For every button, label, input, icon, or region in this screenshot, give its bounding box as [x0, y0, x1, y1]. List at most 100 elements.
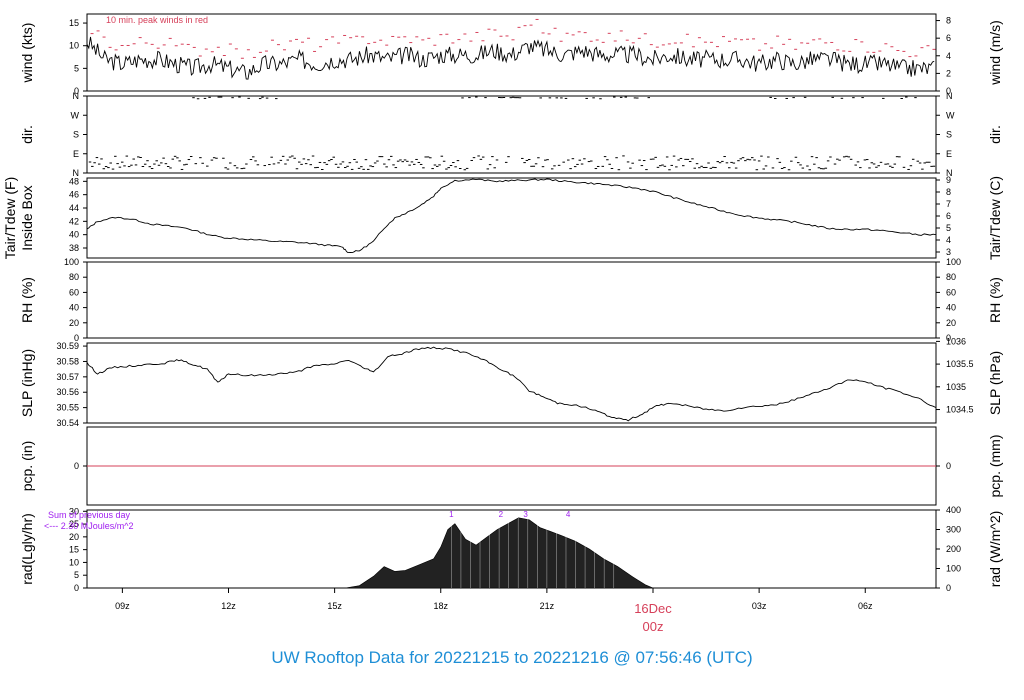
- dir-ylabel-left: dir.: [19, 125, 35, 144]
- radiation-tick-label-left: 20: [69, 532, 79, 542]
- temperature-ylabel-left-2: Inside Box: [19, 185, 35, 250]
- dir-tick-label-left: N: [73, 168, 80, 178]
- wind-annotation: 10 min. peak winds in red: [106, 15, 208, 25]
- radiation-tick-label-left: 15: [69, 545, 79, 555]
- dir-ylabel-right: dir.: [987, 125, 1003, 144]
- dir-panel-frame: [86, 95, 937, 174]
- temperature-tick-label-right: 8: [946, 187, 951, 197]
- x-tick-label: 18z: [433, 601, 448, 611]
- dir-tick-label-right: S: [946, 130, 952, 140]
- title-to-word: to: [514, 648, 529, 667]
- temperature-tick-label-right: 5: [946, 223, 951, 233]
- radiation-ylabel-right: rad (W/m^2): [987, 511, 1003, 588]
- rh-ylabel-left: RH (%): [19, 277, 35, 323]
- radiation-tick-label-right: 100: [946, 564, 961, 574]
- x-tick-label: 12z: [221, 601, 236, 611]
- radiation-tick-label-right: 200: [946, 544, 961, 554]
- radiation-peak-label: 1: [449, 510, 454, 519]
- rh-tick-label-right: 40: [946, 303, 956, 313]
- temperature-line: [86, 178, 937, 254]
- pressure-tick-label-left: 30.58: [56, 356, 79, 366]
- pressure-panel-frame: [86, 342, 937, 424]
- x-tick-label: 00z: [643, 619, 664, 634]
- temperature-tick-label-left: 44: [69, 203, 79, 213]
- radiation-note-line-1: Sum of previous day: [48, 510, 131, 520]
- title-start-date: 20221215: [433, 648, 510, 667]
- title-end-date: 20221216 @ 07:56:46: [533, 648, 702, 667]
- precip-ylabel-left: pcp. (in): [19, 441, 35, 492]
- wind-ylabel-left: wind (kts): [19, 23, 35, 84]
- dir-tick-label-left: E: [73, 149, 79, 159]
- wind-tick-label-left: 10: [69, 41, 79, 51]
- dir-tick-label-left: N: [73, 91, 80, 101]
- radiation-ylabel-left: rad(Lgly/hr): [19, 513, 35, 585]
- temperature-tick-label-left: 48: [69, 176, 79, 186]
- x-date-label: 16Dec: [634, 601, 672, 616]
- temperature-tick-label-left: 40: [69, 230, 79, 240]
- rh-tick-label-right: 60: [946, 287, 956, 297]
- rh-tick-label-left: 60: [69, 287, 79, 297]
- temperature-tick-label-right: 9: [946, 175, 951, 185]
- wind-ylabel-right: wind (m/s): [987, 20, 1003, 86]
- page-title: UW Rooftop Data for 20221215 to 20221216…: [0, 648, 1024, 668]
- radiation-tick-label-left: 0: [74, 583, 79, 593]
- x-tick-label: 06z: [858, 601, 873, 611]
- temperature-panel-frame: [86, 177, 937, 259]
- temperature-ylabel-right: Tair/Tdew (C): [987, 176, 1003, 260]
- pressure-ylabel-right: SLP (hPa): [987, 351, 1003, 415]
- temperature-tick-label-left: 46: [69, 190, 79, 200]
- rh-panel-frame: [86, 261, 937, 339]
- x-tick-label: 03z: [752, 601, 767, 611]
- wind-tick-label-right: 0: [946, 86, 951, 96]
- dir-tick-label-left: S: [73, 130, 79, 140]
- wind-tick-label-left: 0: [74, 86, 79, 96]
- radiation-tick-label-left: 10: [69, 557, 79, 567]
- precip-tick-label-right: 0: [946, 461, 951, 471]
- temperature-tick-label-left: 38: [69, 243, 79, 253]
- temperature-tick-label-right: 7: [946, 199, 951, 209]
- rh-tick-label-left: 80: [69, 272, 79, 282]
- radiation-tick-label-left: 30: [69, 506, 79, 516]
- pressure-tick-label-left: 30.57: [56, 372, 79, 382]
- pressure-tick-label-left: 30.56: [56, 387, 79, 397]
- radiation-note-line-2: <--- 2.30 MJoules/m^2: [44, 521, 134, 531]
- wind-panel-frame: [86, 13, 937, 92]
- wind-tick-label-right: 6: [946, 33, 951, 43]
- pressure-ylabel-left: SLP (inHg): [19, 349, 35, 417]
- pressure-tick-label-left: 30.55: [56, 403, 79, 413]
- pressure-tick-label-right: 1035.5: [946, 359, 974, 369]
- radiation-tick-label-left: 5: [74, 570, 79, 580]
- rh-ylabel-right: RH (%): [987, 277, 1003, 323]
- x-tick-label: 21z: [540, 601, 555, 611]
- rh-tick-label-right: 100: [946, 257, 961, 267]
- radiation-tick-label-right: 0: [946, 583, 951, 593]
- wind-speed-line: [86, 36, 935, 80]
- radiation-peak-label: 2: [499, 510, 504, 519]
- rh-tick-label-right: 80: [946, 272, 956, 282]
- pressure-line: [86, 346, 937, 422]
- radiation-tick-label-right: 400: [946, 505, 961, 515]
- x-tick-label: 15z: [327, 601, 342, 611]
- radiation-tick-label-left: 25: [69, 519, 79, 529]
- pressure-tick-label-right: 1034.5: [946, 405, 974, 415]
- radiation-peak-label: 3: [523, 510, 528, 519]
- wind-tick-label-left: 15: [69, 18, 79, 28]
- precip-tick-label-left: 0: [74, 461, 79, 471]
- title-timezone: (UTC): [706, 648, 753, 667]
- rh-tick-label-left: 20: [69, 318, 79, 328]
- x-tick-label: 09z: [115, 601, 130, 611]
- radiation-peak-label: 4: [566, 510, 571, 519]
- dir-tick-label-left: W: [71, 110, 80, 120]
- pressure-tick-label-right: 1035: [946, 382, 966, 392]
- temperature-tick-label-left: 42: [69, 216, 79, 226]
- pressure-tick-label-left: 30.54: [56, 418, 79, 428]
- title-prefix: UW Rooftop Data for: [271, 648, 430, 667]
- rh-tick-label-right: 20: [946, 318, 956, 328]
- rh-tick-label-left: 40: [69, 303, 79, 313]
- rh-tick-label-right: 0: [946, 333, 951, 343]
- temperature-tick-label-right: 6: [946, 211, 951, 221]
- wind-tick-label-right: 2: [946, 68, 951, 78]
- radiation-tick-label-right: 300: [946, 525, 961, 535]
- pressure-tick-label-right: 1036: [946, 336, 966, 346]
